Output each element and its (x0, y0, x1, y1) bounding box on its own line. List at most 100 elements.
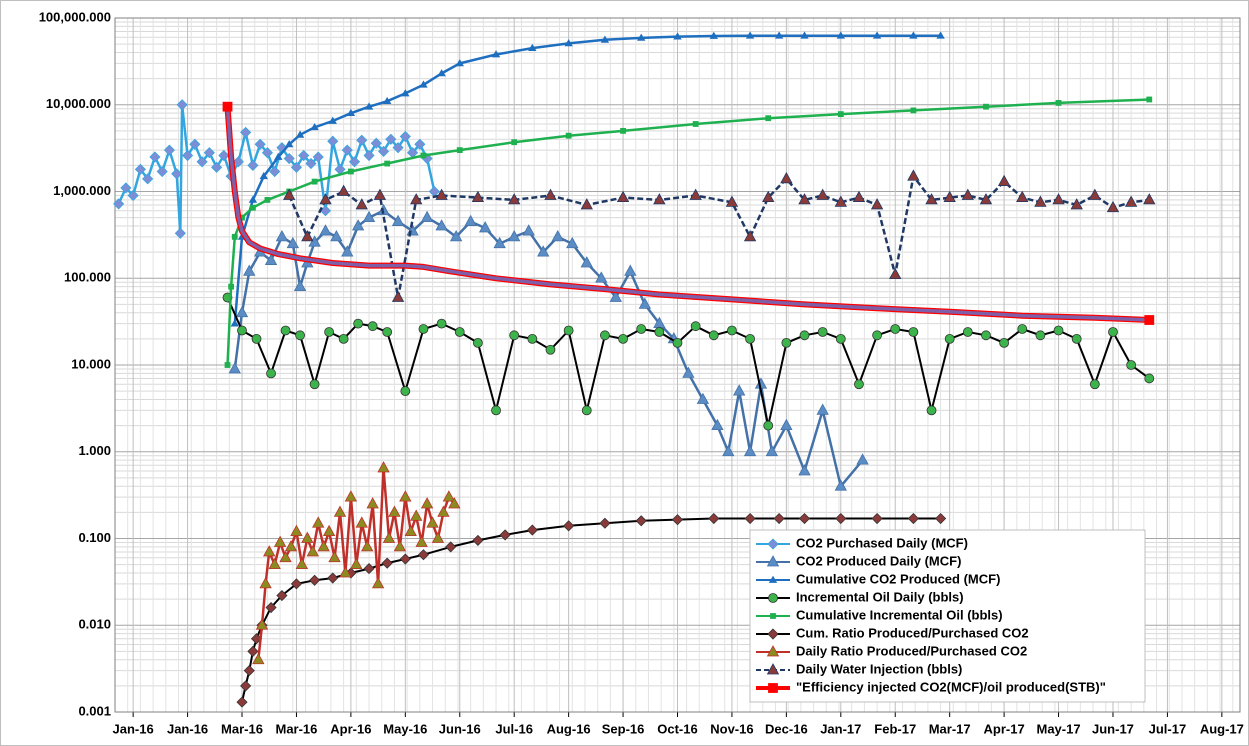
marker (1106, 200, 1120, 213)
y-tick-label: 0.001 (78, 703, 111, 718)
marker (654, 327, 665, 337)
marker (254, 138, 266, 150)
marker (765, 444, 779, 457)
marker (371, 577, 385, 589)
marker (284, 140, 294, 148)
marker (327, 135, 339, 147)
marker (925, 193, 938, 205)
marker (382, 327, 393, 337)
marker (364, 102, 374, 110)
marker (962, 327, 973, 337)
marker (766, 555, 780, 567)
marker (526, 524, 538, 536)
marker (1035, 330, 1046, 341)
marker (391, 214, 405, 226)
y-tick-label: 100,000.000 (39, 9, 111, 24)
marker (944, 333, 955, 344)
marker (781, 337, 792, 348)
marker (1053, 325, 1064, 336)
marker (362, 210, 376, 223)
marker (232, 156, 244, 168)
marker (381, 557, 393, 569)
marker (836, 31, 846, 39)
marker (436, 318, 447, 329)
marker (872, 330, 882, 341)
marker (692, 121, 699, 127)
marker (218, 149, 230, 162)
x-tick-label: May-17 (1037, 721, 1081, 736)
legend-label: Cumulative Incremental Oil (bbls) (796, 607, 1003, 622)
marker (222, 101, 233, 112)
marker (382, 531, 396, 543)
legend-box (749, 529, 1146, 703)
marker (936, 31, 945, 39)
marker (765, 115, 772, 122)
marker (871, 512, 883, 525)
marker (1144, 373, 1155, 384)
marker (312, 151, 324, 163)
marker (935, 512, 947, 525)
marker (981, 330, 991, 341)
marker (341, 245, 354, 257)
x-tick-label: Jul-16 (495, 721, 533, 736)
marker (563, 520, 575, 532)
marker (961, 188, 974, 200)
marker (305, 157, 317, 170)
marker (420, 497, 434, 509)
marker (999, 337, 1010, 348)
series-line (117, 103, 436, 235)
marker (511, 139, 518, 146)
x-tick-label: Dec-16 (765, 721, 808, 736)
x-tick-label: May-16 (383, 721, 427, 736)
marker (979, 193, 993, 205)
x-tick-label: Aug-16 (547, 721, 591, 736)
legend-label: Cumulative CO2 Produced (MCF) (796, 571, 1000, 586)
x-tick-label: Jan-16 (167, 721, 208, 736)
marker (773, 512, 785, 525)
marker (431, 531, 445, 543)
marker (926, 405, 937, 416)
marker (1143, 193, 1156, 205)
marker (317, 540, 330, 552)
marker (600, 35, 610, 43)
marker (798, 464, 811, 476)
marker (709, 31, 718, 39)
marker (189, 138, 201, 150)
marker (259, 577, 272, 589)
marker (348, 156, 361, 168)
x-tick-label: Nov-16 (710, 721, 753, 736)
marker (283, 152, 295, 165)
marker (236, 696, 248, 708)
marker (420, 152, 427, 159)
marker (745, 31, 755, 39)
marker (464, 214, 477, 226)
marker (235, 305, 249, 318)
marker (333, 505, 347, 517)
marker (774, 31, 784, 39)
marker (127, 189, 139, 202)
marker (373, 188, 387, 200)
marker (766, 663, 780, 675)
x-tick-label: Feb-17 (874, 721, 916, 736)
marker (766, 645, 780, 657)
marker (350, 557, 363, 570)
marker (240, 680, 252, 692)
marker (580, 256, 593, 268)
marker (377, 461, 390, 473)
marker (275, 230, 289, 242)
marker (344, 490, 358, 502)
marker (301, 531, 314, 543)
marker (478, 221, 492, 233)
marker (580, 198, 593, 210)
x-tick-label: Jun-16 (439, 721, 481, 736)
x-tick-label: Mar-17 (929, 721, 971, 736)
legend-label: CO2 Produced Daily (MCF) (796, 553, 961, 568)
x-tick-label: Jan-16 (113, 721, 154, 736)
legend-label: Daily Ratio Produced/Purchased CO2 (796, 643, 1027, 658)
marker (255, 618, 269, 630)
marker (310, 122, 319, 131)
marker (351, 219, 365, 231)
marker (269, 165, 281, 178)
marker (120, 182, 132, 194)
plot-border (114, 17, 1241, 713)
